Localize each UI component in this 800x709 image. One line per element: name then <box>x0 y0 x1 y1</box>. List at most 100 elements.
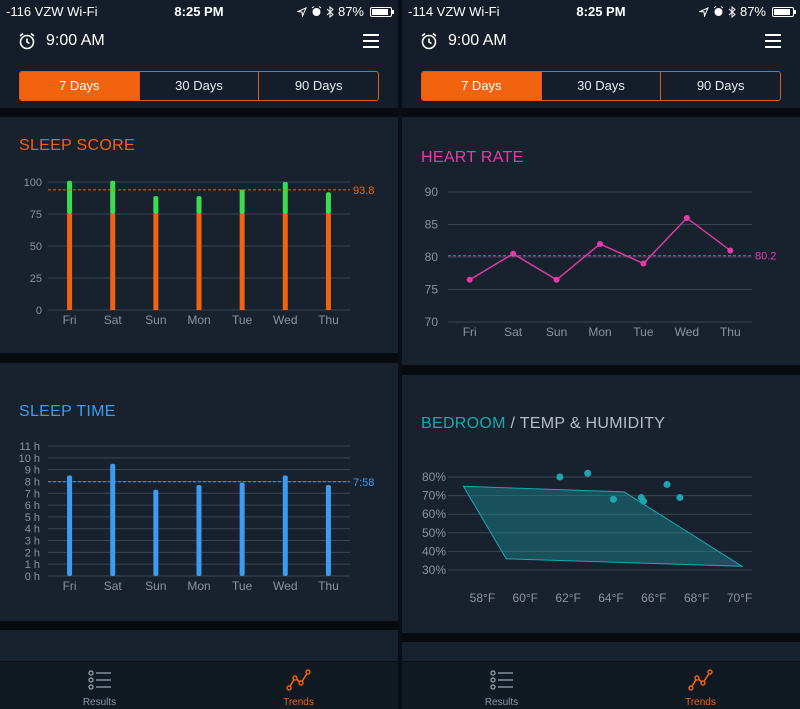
reading-point <box>609 495 617 503</box>
heart-rate-line <box>469 217 731 281</box>
tab-trends[interactable]: Trends <box>601 662 800 709</box>
tab-trends-label: Trends <box>283 697 314 708</box>
bar-score-top <box>239 189 245 214</box>
bar-score-base <box>67 214 73 310</box>
x-tick-label: 68°F <box>684 591 709 605</box>
alarm-time[interactable]: 9:00 AM <box>46 32 105 49</box>
tab-results[interactable]: Results <box>0 662 199 709</box>
x-tick-label: Sat <box>104 579 123 593</box>
heart-rate-point <box>510 250 517 257</box>
tab-trends[interactable]: Trends <box>199 662 398 709</box>
status-time: 8:25 PM <box>174 4 224 19</box>
sleep-score-card[interactable]: SLEEP SCORE 0 25 50 75 100 Fri Sat Sun Mon Tue Wed… <box>0 117 398 353</box>
bedroom-card[interactable]: BEDROOM / TEMP & HUMIDITY 30% 40% 50% 60% 70… <box>402 375 800 633</box>
tab-results[interactable]: Results <box>402 662 601 709</box>
sleep-score-title: SLEEP SCORE <box>19 137 135 154</box>
location-arrow-icon <box>698 6 709 17</box>
x-tick-label: Mon <box>187 313 210 327</box>
sleep-time-title: SLEEP TIME <box>19 403 116 420</box>
reading-point <box>676 493 684 501</box>
y-tick-label: 75 <box>425 283 439 297</box>
alarm-clock-icon[interactable] <box>18 32 36 50</box>
bar-sleep-time <box>153 489 159 576</box>
heart-rate-point <box>727 247 734 254</box>
y-tick-label: 9 h <box>25 465 40 477</box>
x-tick-label: Wed <box>273 313 297 327</box>
y-tick-label: 11 h <box>19 441 40 453</box>
hamburger-menu-icon[interactable] <box>764 32 782 50</box>
x-tick-label: 60°F <box>513 591 538 605</box>
bedroom-title-main: BEDROOM <box>421 415 506 432</box>
y-tick-label: 0 <box>36 305 42 317</box>
y-tick-label: 75 <box>30 209 42 221</box>
location-arrow-icon <box>296 6 307 17</box>
tab-7-days[interactable]: 7 Days <box>422 72 541 100</box>
x-tick-label: 64°F <box>598 591 623 605</box>
alarm-clock-icon <box>713 6 724 16</box>
y-tick-label: 70 <box>425 315 439 329</box>
average-label: 80.2 <box>755 251 776 263</box>
y-tick-label: 40% <box>422 544 446 558</box>
trend-line-icon <box>687 669 713 691</box>
bedroom-temp-humidity-chart: 30% 40% 50% 60% 70% 80% 58°F 60°F 62°F 64°F 66°F 68… <box>422 469 752 605</box>
tab-7-days[interactable]: 7 Days <box>20 72 139 100</box>
bar-sleep-time <box>196 485 202 576</box>
tab-results-label: Results <box>82 697 117 708</box>
tab-trends-label: Trends <box>685 697 716 708</box>
status-time: 8:25 PM <box>576 4 626 19</box>
x-tick-label: Tue <box>232 313 253 327</box>
list-icon <box>87 670 111 690</box>
bottom-tab-bar: Results Trends <box>402 661 800 709</box>
bar-sleep-time <box>239 482 245 576</box>
y-tick-label: 4 h <box>25 524 40 536</box>
y-tick-label: 7 h <box>25 488 40 500</box>
bar-score-base <box>282 214 288 310</box>
carrier-signal: -116 VZW Wi-Fi <box>6 4 98 19</box>
tab-30-days[interactable]: 30 Days <box>138 72 259 100</box>
bar-score-top <box>153 196 159 214</box>
range-selector: 7 Days 30 Days 90 Days <box>19 71 379 101</box>
reading-point <box>663 480 671 488</box>
bar-score-top <box>325 192 331 214</box>
x-tick-label: Fri <box>463 325 477 339</box>
y-tick-label: 30% <box>422 563 446 577</box>
bar-sleep-time <box>110 463 116 576</box>
bar-score-top <box>196 196 202 214</box>
x-tick-label: Wed <box>273 579 297 593</box>
y-tick-label: 0 h <box>25 571 40 583</box>
bar-score-base <box>153 214 159 310</box>
bar-sleep-time <box>282 475 288 576</box>
alarm-time[interactable]: 9:00 AM <box>448 32 507 49</box>
hamburger-menu-icon[interactable] <box>362 32 380 50</box>
tab-90-days[interactable]: 90 Days <box>660 72 780 100</box>
y-tick-label: 8 h <box>25 476 40 488</box>
y-tick-label: 60% <box>422 507 446 521</box>
y-tick-label: 5 h <box>25 512 40 524</box>
comfort-zone <box>462 485 744 567</box>
x-tick-label: Fri <box>63 579 77 593</box>
bar-score-base <box>196 214 202 310</box>
app-header: 9:00 AM <box>402 22 800 62</box>
right-phone-screen: -114 VZW Wi-Fi 8:25 PM 87% 9:00 AM 7 Day… <box>402 0 800 709</box>
tab-results-label: Results <box>484 697 519 708</box>
alarm-clock-icon[interactable] <box>420 32 438 50</box>
alarm-clock-icon <box>311 6 322 16</box>
carrier-signal: -114 VZW Wi-Fi <box>408 4 500 19</box>
heart-rate-card[interactable]: HEART RATE 70 75 80 85 90 80.2 Fri Sat Sun Mon Tue… <box>402 117 800 365</box>
x-tick-label: Mon <box>187 579 210 593</box>
x-tick-label: Sun <box>145 313 166 327</box>
heart-rate-chart: 70 75 80 85 90 80.2 Fri Sat Sun Mon Tue Wed Thu <box>425 185 777 339</box>
tab-30-days[interactable]: 30 Days <box>540 72 661 100</box>
tab-90-days[interactable]: 90 Days <box>258 72 378 100</box>
y-tick-label: 80 <box>425 250 439 264</box>
x-tick-label: Sat <box>104 313 123 327</box>
x-tick-label: Tue <box>633 325 654 339</box>
y-tick-label: 10 h <box>19 453 40 465</box>
y-tick-label: 100 <box>24 177 42 189</box>
reading-point <box>639 497 647 505</box>
heart-rate-title: HEART RATE <box>421 149 524 166</box>
y-tick-label: 25 <box>30 273 42 285</box>
section-divider <box>0 353 398 363</box>
battery-fill <box>372 8 388 15</box>
